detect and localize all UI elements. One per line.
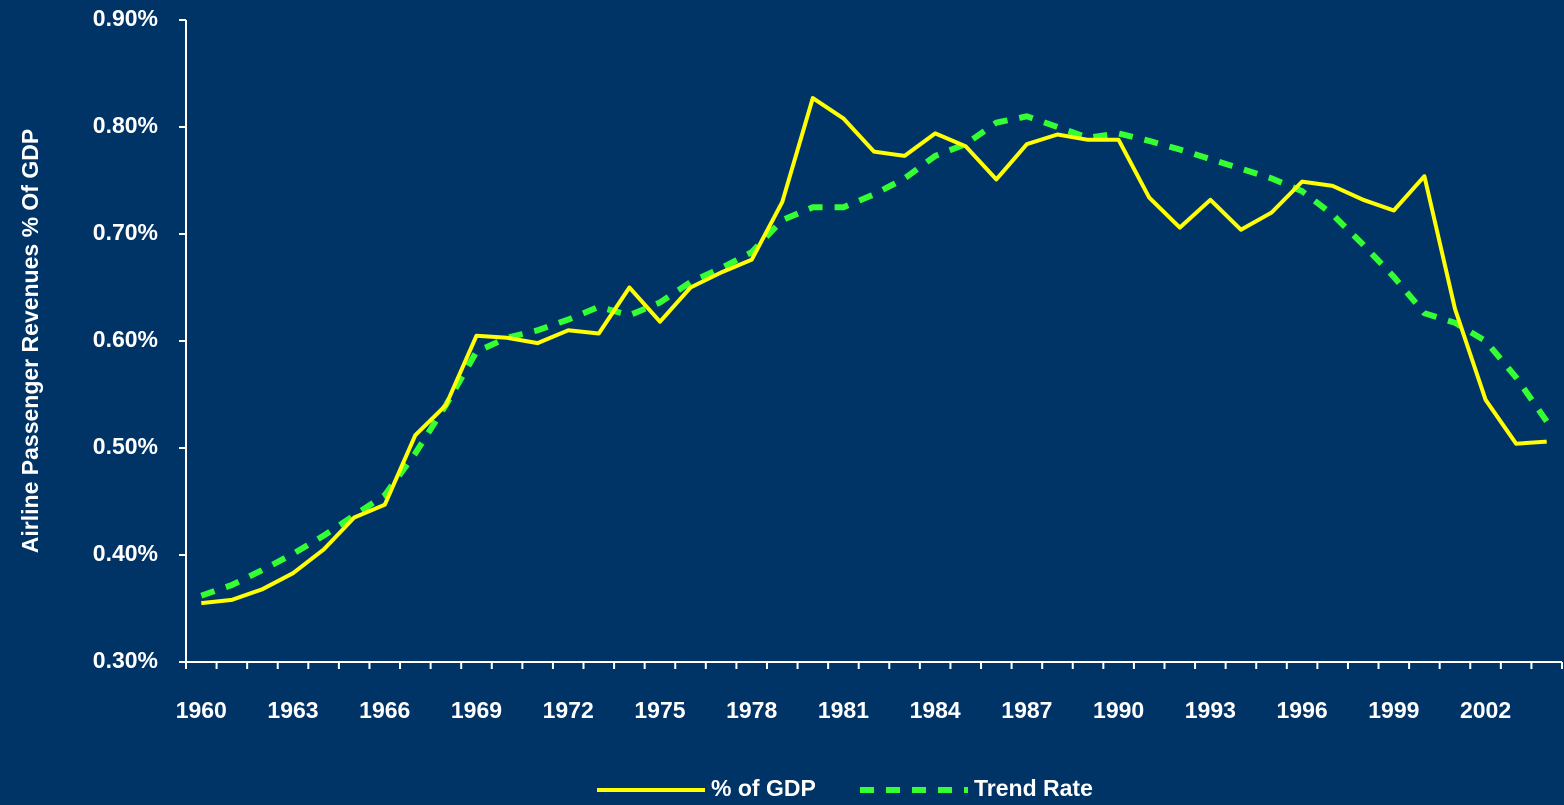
x-tick-label: 1963	[267, 697, 318, 723]
x-tick-label: 2002	[1460, 697, 1511, 723]
series-line	[201, 96, 1547, 606]
legend-label: % of GDP	[711, 775, 816, 801]
x-tick-label: 1990	[1093, 697, 1144, 723]
series-line	[200, 113, 1550, 599]
x-tick-label: 1993	[1185, 697, 1236, 723]
y-tick-label: 0.40%	[93, 540, 158, 566]
x-tick-label: 1969	[451, 697, 502, 723]
y-tick-label: 0.80%	[93, 112, 158, 138]
y-tick-label: 0.90%	[93, 5, 158, 31]
x-tick-label: 1972	[543, 697, 594, 723]
x-tick-label: 1960	[176, 697, 227, 723]
y-tick-label: 0.30%	[93, 647, 158, 673]
y-tick-label: 0.50%	[93, 433, 158, 459]
x-tick-label: 1981	[818, 697, 869, 723]
y-tick-label: 0.60%	[93, 326, 158, 352]
y-tick-label: 0.70%	[93, 219, 158, 245]
legend-label: Trend Rate	[974, 775, 1093, 801]
x-tick-label: 1978	[726, 697, 777, 723]
y-axis-label: Airline Passenger Revenues % Of GDP	[17, 129, 43, 553]
x-tick-label: 1999	[1368, 697, 1419, 723]
x-tick-label: 1987	[1001, 697, 1052, 723]
x-tick-label: 1966	[359, 697, 410, 723]
x-tick-label: 1984	[910, 697, 961, 723]
x-tick-label: 1996	[1277, 697, 1328, 723]
x-tick-label: 1975	[634, 697, 685, 723]
